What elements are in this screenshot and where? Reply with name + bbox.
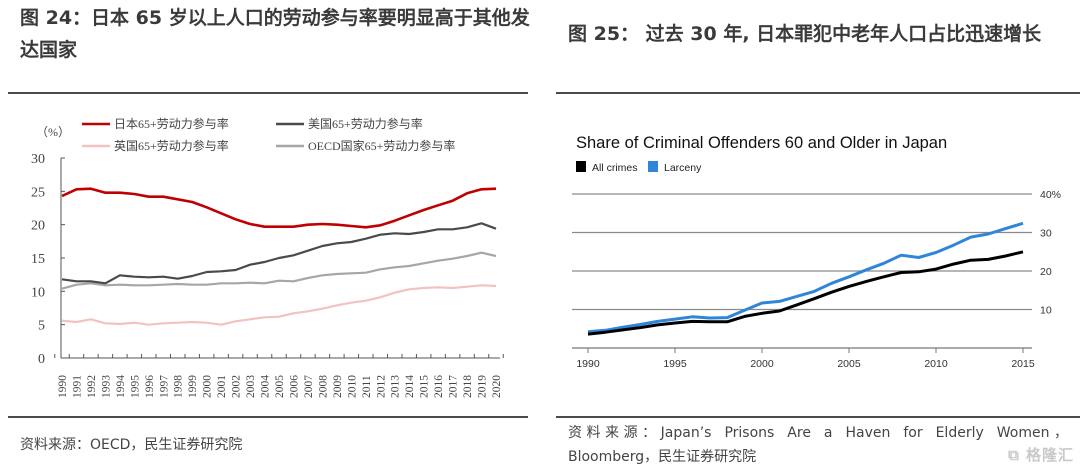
x-tick-label: 2005 bbox=[837, 358, 861, 370]
x-tick-label: 1990 bbox=[576, 358, 600, 370]
x-tick-label: 2015 bbox=[1011, 358, 1035, 370]
y-tick-label: 20 bbox=[1040, 266, 1052, 278]
chart-title: Share of Criminal Offenders 60 and Older… bbox=[576, 134, 947, 152]
right-bottom-divider bbox=[556, 416, 1080, 418]
y-tick-label: 10 bbox=[31, 285, 45, 300]
series-line-uk bbox=[61, 284, 497, 326]
x-tick-label: 2008 bbox=[317, 375, 329, 398]
x-tick-label: 2019 bbox=[477, 375, 489, 398]
x-tick-label: 2010 bbox=[346, 375, 358, 398]
y-tick-label: 30 bbox=[1040, 228, 1052, 240]
y-axis: 0 5 10 15 20 25 30 bbox=[31, 152, 65, 367]
figure-25-source: 资料来源：Japan’s Prisons Are a Haven for Eld… bbox=[568, 425, 1068, 465]
y-tick-label: 20 bbox=[31, 219, 45, 234]
legend-swatch bbox=[648, 161, 658, 172]
x-tick-label: 2020 bbox=[491, 375, 503, 398]
legend-label: All crimes bbox=[592, 162, 638, 174]
x-tick-label: 2018 bbox=[462, 375, 474, 398]
y-axis-unit-label: （%） bbox=[36, 125, 70, 139]
series-line-usa bbox=[61, 222, 497, 285]
y-tick-label: 40% bbox=[1040, 189, 1061, 201]
x-tick-label: 2009 bbox=[332, 375, 344, 398]
x-tick-label: 2004 bbox=[260, 375, 272, 398]
x-tick-label: 1992 bbox=[86, 375, 98, 398]
x-tick-label: 2011 bbox=[361, 375, 373, 398]
x-tick-label: 1999 bbox=[187, 375, 199, 398]
legend-label: 英国65+劳动力参与率 bbox=[114, 138, 229, 153]
y-tick-label: 25 bbox=[31, 185, 45, 200]
x-tick-label: 1995 bbox=[129, 375, 141, 398]
x-tick-label: 2012 bbox=[375, 375, 387, 398]
legend: All crimes Larceny bbox=[576, 161, 702, 174]
x-tick-label: 2002 bbox=[231, 375, 243, 398]
x-tick-label: 2007 bbox=[303, 375, 315, 398]
watermark-logo: ⧉ 格隆汇 bbox=[1008, 446, 1074, 464]
series-line-larceny bbox=[587, 221, 1024, 334]
x-tick-label: 2005 bbox=[274, 375, 286, 398]
x-tick-label: 1994 bbox=[115, 375, 127, 398]
x-tick-label: 1996 bbox=[144, 375, 156, 398]
x-tick-label: 2014 bbox=[404, 375, 416, 398]
right-top-divider bbox=[556, 92, 1080, 94]
y-tick-label: 10 bbox=[1040, 305, 1052, 317]
series-line-oecd bbox=[61, 251, 497, 290]
legend-swatch bbox=[576, 161, 586, 172]
x-tick-label: 2000 bbox=[202, 375, 214, 398]
x-tick-label: 1990 bbox=[57, 375, 69, 398]
series-lines bbox=[587, 221, 1024, 336]
x-axis: 1990 1991 1992 1993 1994 1995 1996 1997 1998 1999… bbox=[54, 354, 504, 398]
y-tick-label: 5 bbox=[38, 319, 45, 334]
x-tick-label: 2013 bbox=[390, 375, 402, 398]
x-tick-label: 1998 bbox=[173, 375, 185, 398]
x-tick-label: 2003 bbox=[245, 375, 257, 398]
x-tick-label: 1993 bbox=[100, 375, 112, 398]
x-tick-label: 2016 bbox=[433, 375, 445, 398]
x-tick-label: 1997 bbox=[158, 375, 170, 398]
series-line-japan bbox=[61, 187, 497, 229]
left-bottom-divider bbox=[8, 416, 528, 418]
x-tick-label: 2010 bbox=[924, 358, 948, 370]
y-tick-label: 15 bbox=[31, 252, 45, 267]
series-line-all-crimes bbox=[587, 250, 1024, 336]
figure-25-title: 图 25： 过去 30 年, 日本罪犯中老年人口占比迅速增长 bbox=[568, 23, 1042, 45]
figure-24-title: 图 24：日本 65 岁以上人口的劳动参与率要明显高于其他发达国家 bbox=[20, 7, 530, 61]
x-tick-label: 2015 bbox=[419, 375, 431, 398]
grid-lines: 10 20 30 40% bbox=[572, 189, 1061, 317]
legend-label: Larceny bbox=[664, 162, 702, 174]
criminal-offenders-chart: Share of Criminal Offenders 60 and Older… bbox=[572, 134, 1061, 370]
legend-label: 美国65+劳动力参与率 bbox=[308, 116, 423, 131]
figure-24-source: 资料来源：OECD，民生证券研究院 bbox=[20, 437, 243, 453]
x-tick-label: 2017 bbox=[448, 375, 460, 398]
x-tick-label: 2000 bbox=[750, 358, 774, 370]
x-tick-label: 1995 bbox=[663, 358, 687, 370]
y-tick-label: 0 bbox=[38, 352, 45, 367]
x-tick-label: 2001 bbox=[216, 375, 228, 398]
y-tick-label: 30 bbox=[31, 152, 45, 167]
legend-label: OECD国家65+劳动力参与率 bbox=[308, 138, 455, 153]
series-lines bbox=[61, 187, 497, 326]
x-tick-label: 1991 bbox=[71, 375, 83, 398]
legend-label: 日本65+劳动力参与率 bbox=[114, 116, 229, 131]
x-tick-label: 2006 bbox=[288, 375, 300, 398]
x-axis: 1990 1995 2000 2005 2010 2015 bbox=[572, 347, 1035, 370]
left-top-divider bbox=[8, 92, 528, 94]
